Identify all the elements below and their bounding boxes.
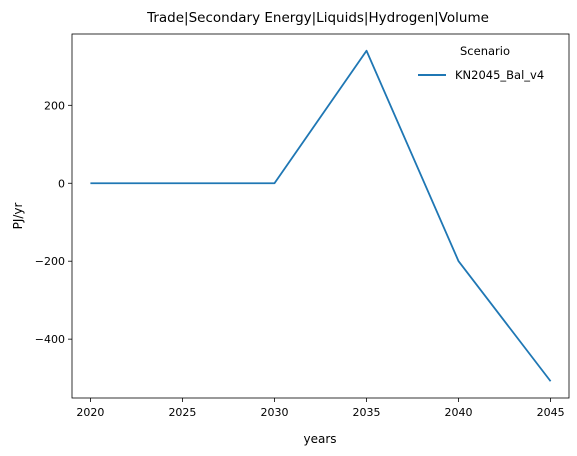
legend-label-kn2045-bal-v4: KN2045_Bal_v4 xyxy=(455,68,544,82)
legend: Scenario KN2045_Bal_v4 xyxy=(418,44,544,82)
x-tick-label: 2020 xyxy=(76,406,104,419)
series-line-0 xyxy=(90,49,552,382)
x-tick-label: 2025 xyxy=(168,406,196,419)
y-tick-label: 200 xyxy=(44,99,65,112)
y-axis-label: PJ/yr xyxy=(11,203,25,230)
x-axis-label: years xyxy=(303,432,336,446)
y-tick-label: −200 xyxy=(35,255,65,268)
y-tick-label: 0 xyxy=(58,177,65,190)
x-tick-label: 2040 xyxy=(445,406,473,419)
y-tick-label: −400 xyxy=(35,333,65,346)
x-tick-label: 2035 xyxy=(353,406,381,419)
axes-frame xyxy=(71,33,570,399)
plot-area xyxy=(90,49,552,382)
y-axis: 200 0 −200 −400 xyxy=(35,99,72,346)
legend-title: Scenario xyxy=(460,44,510,58)
x-axis: 2020 2025 2030 2035 2040 2045 xyxy=(76,398,565,419)
x-tick-label: 2045 xyxy=(537,406,565,419)
chart-title: Trade|Secondary Energy|Liquids|Hydrogen|… xyxy=(146,10,489,26)
x-tick-label: 2030 xyxy=(260,406,288,419)
